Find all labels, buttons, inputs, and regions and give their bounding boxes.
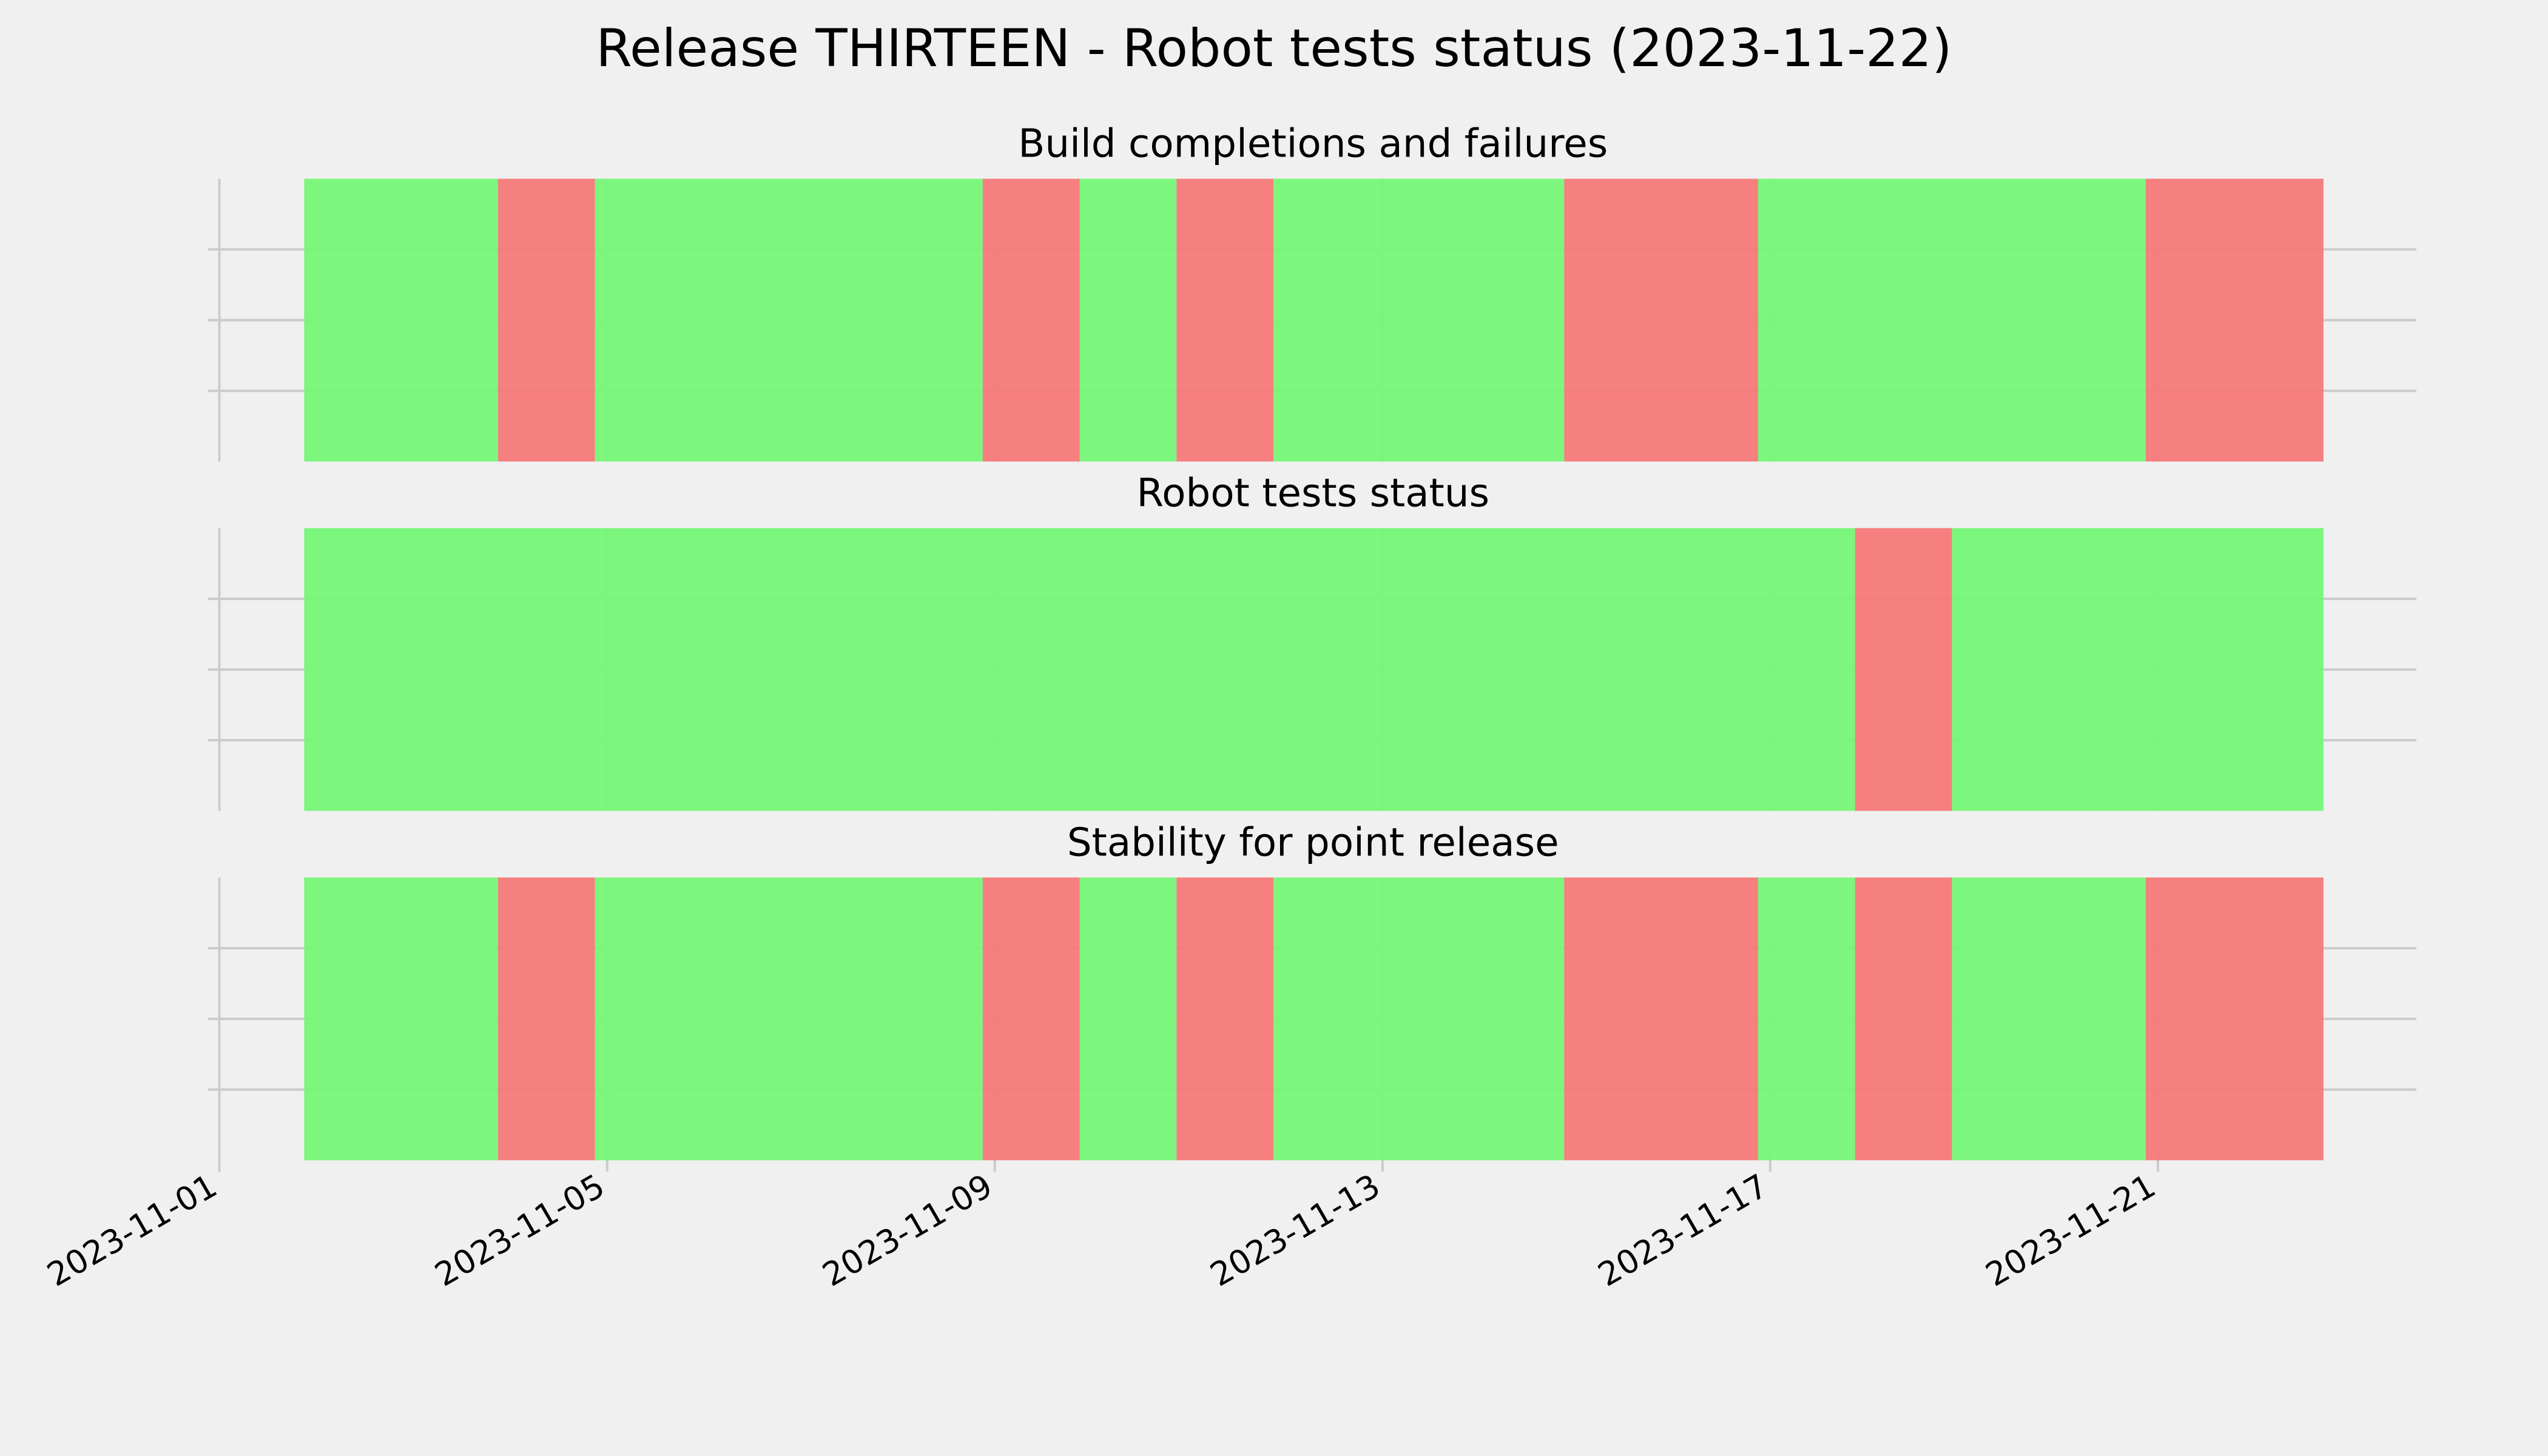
status-span xyxy=(497,877,595,1161)
status-span xyxy=(1176,178,1274,462)
status-span xyxy=(1564,178,1758,462)
status-span xyxy=(595,877,983,1161)
status-span xyxy=(497,178,595,462)
panel-title: Robot tests status xyxy=(1136,471,1489,516)
status-span xyxy=(1758,877,1855,1161)
status-span xyxy=(2146,877,2324,1161)
status-span xyxy=(1855,877,1952,1161)
status-span xyxy=(982,178,1080,462)
status-span xyxy=(1855,528,1952,811)
status-span xyxy=(1952,528,2324,811)
status-span xyxy=(1273,178,1565,462)
status-span xyxy=(1952,877,2146,1161)
status-span xyxy=(304,178,498,462)
status-span xyxy=(2146,178,2324,462)
panel-title: Build completions and failures xyxy=(1018,121,1608,167)
status-span xyxy=(1176,877,1274,1161)
status-span xyxy=(304,877,498,1161)
status-span xyxy=(595,178,983,462)
status-span xyxy=(1564,877,1758,1161)
status-span xyxy=(1758,178,2146,462)
status-span xyxy=(1079,178,1177,462)
status-span xyxy=(982,877,1080,1161)
status-span xyxy=(1273,877,1565,1161)
chart-title: Release THIRTEEN - Robot tests status (2… xyxy=(596,18,1952,79)
status-span xyxy=(1079,877,1177,1161)
panel-title: Stability for point release xyxy=(1067,820,1559,865)
status-span xyxy=(304,528,1855,811)
